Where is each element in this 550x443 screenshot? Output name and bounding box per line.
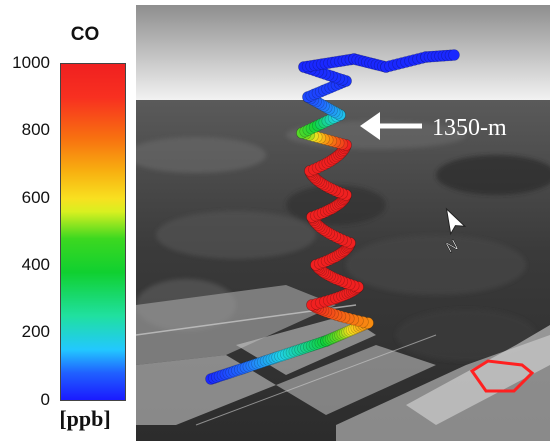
- colorbar-tick-0: 0: [40, 390, 50, 409]
- colorbar-unit: [ppb]: [59, 406, 111, 431]
- colorbar-tick-1000: 1000: [12, 53, 50, 72]
- altitude-annotation-arrow: [360, 112, 422, 140]
- colorbar-tick-800: 800: [21, 120, 50, 139]
- colorbar-tick-400: 400: [21, 255, 50, 274]
- altitude-annotation-label: 1350-m: [432, 115, 507, 141]
- colorbar-gradient: [60, 63, 126, 401]
- north-arrow-icon: [445, 207, 467, 236]
- satellite-scene: 1350-m N: [136, 5, 550, 441]
- flight-track: [205, 49, 460, 385]
- colorbar-tick-600: 600: [21, 188, 50, 207]
- colorbar-legend: CO 1000 800 600 400 200 0 [ppb]: [0, 0, 136, 443]
- track-bead: [448, 49, 460, 61]
- ground-target-marker: [469, 359, 535, 393]
- colorbar-title: CO: [70, 24, 100, 45]
- colorbar-tick-200: 200: [21, 322, 50, 341]
